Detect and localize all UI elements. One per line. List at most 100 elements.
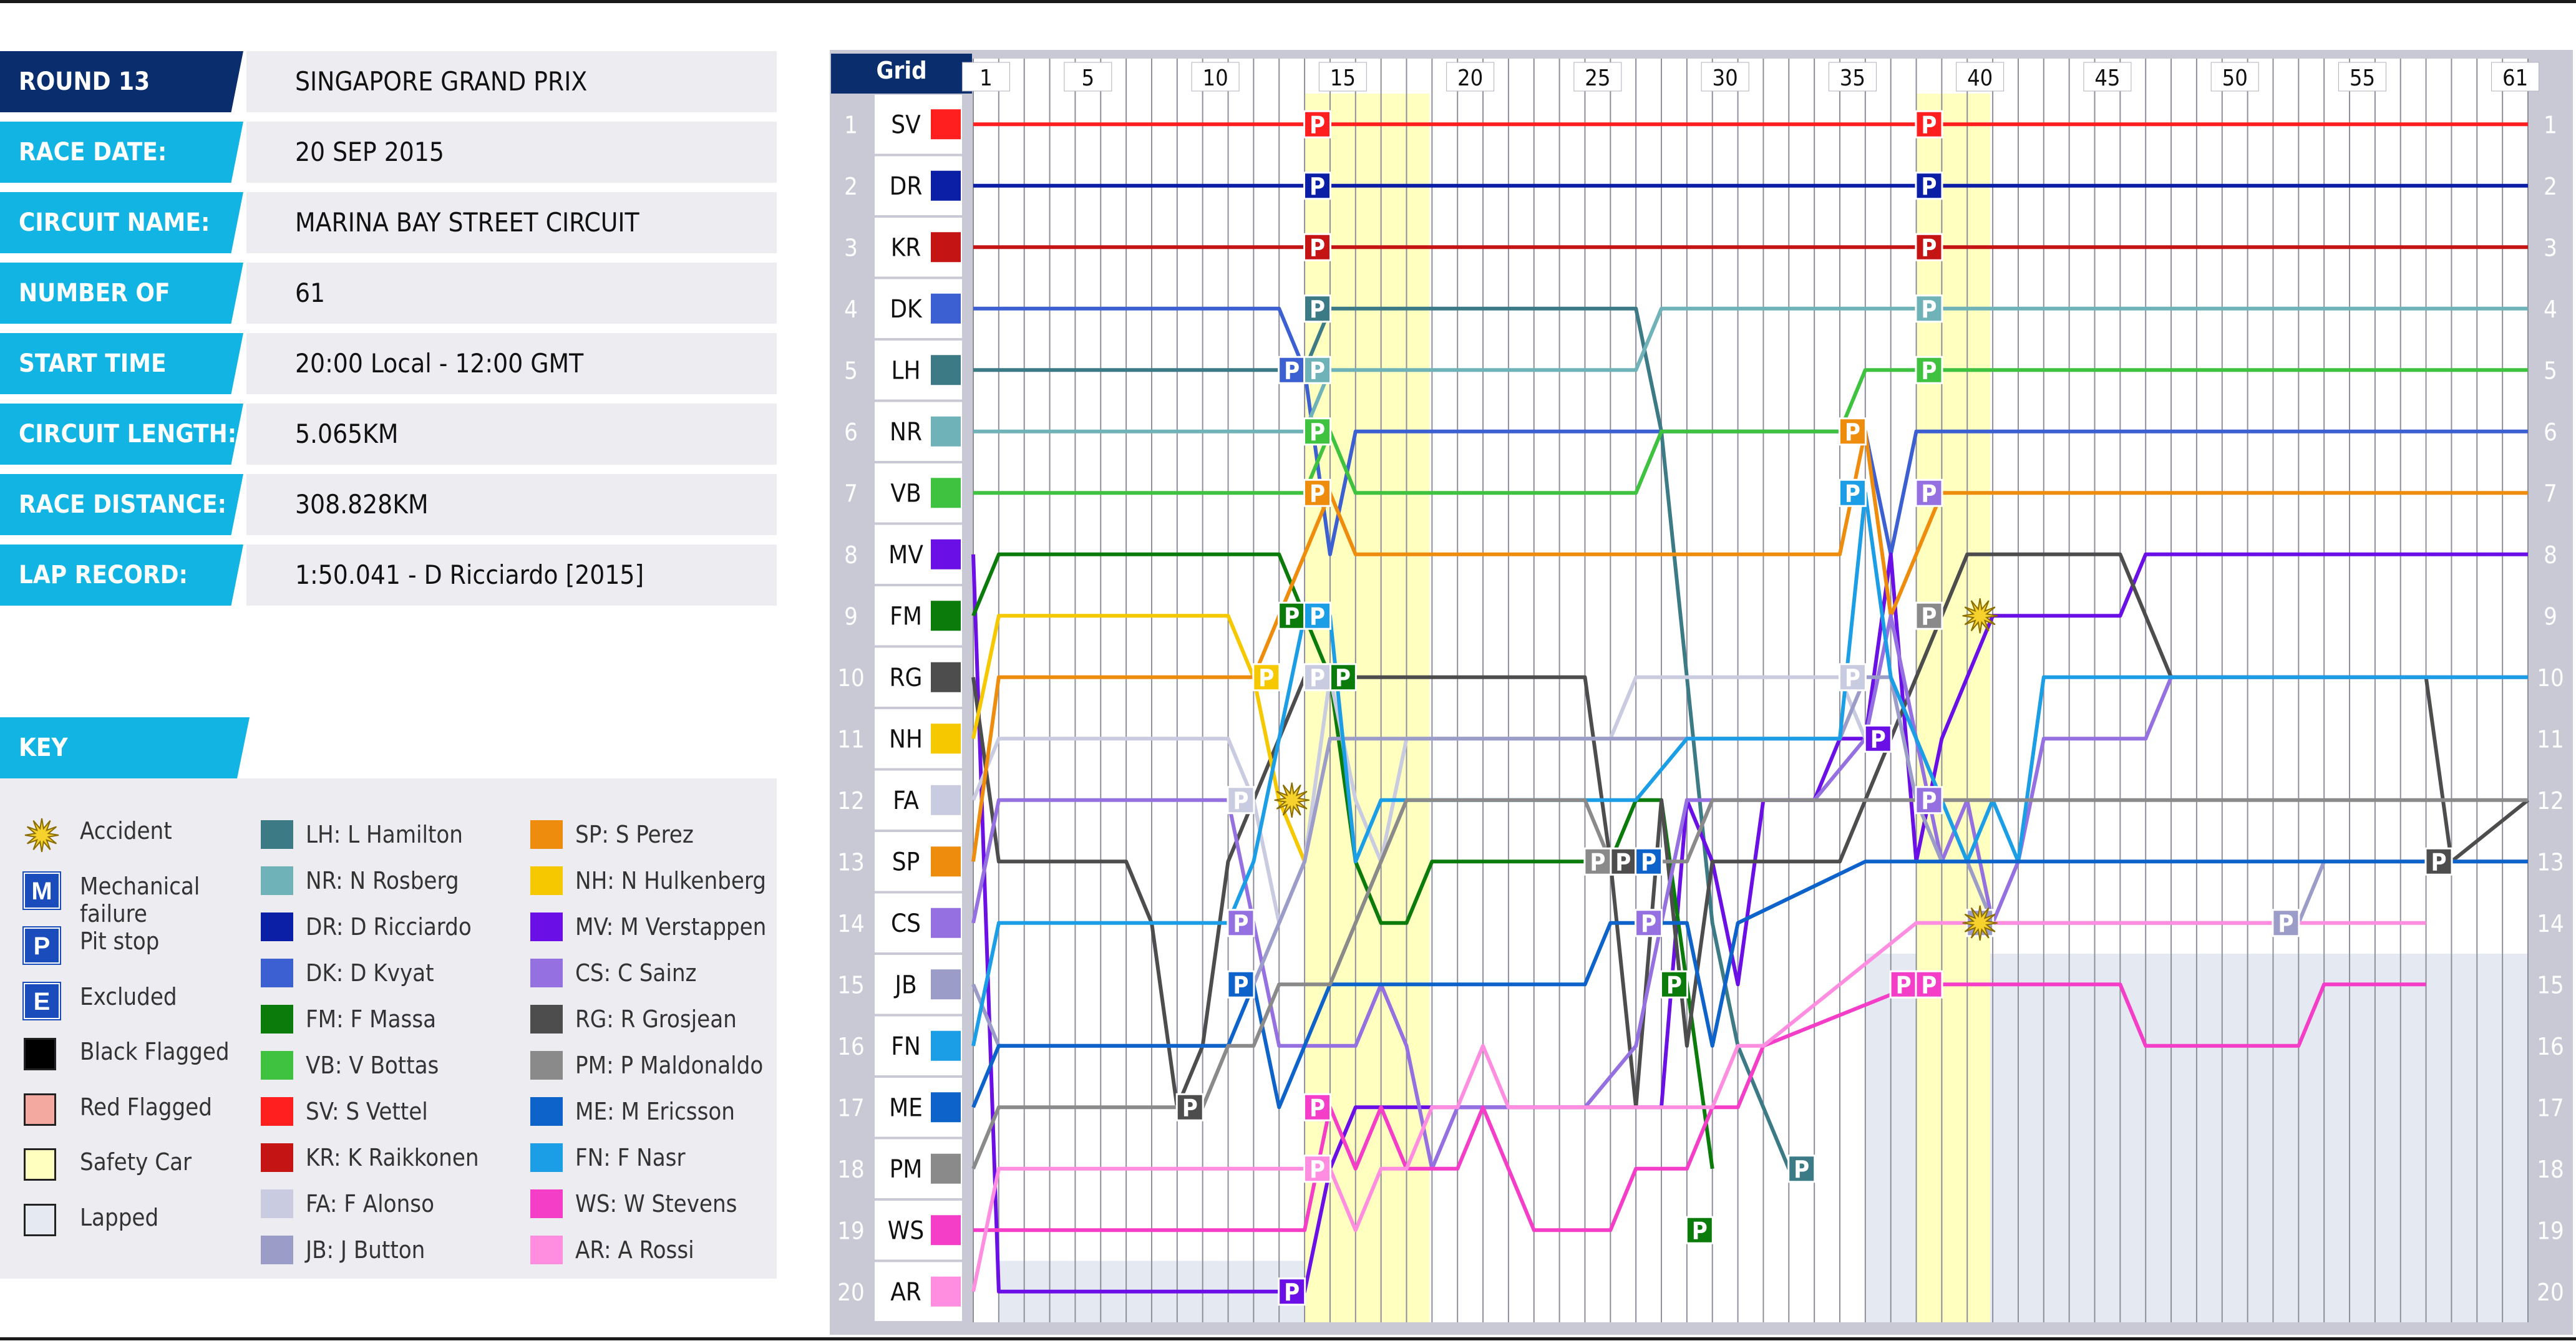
pit-stop-marker [1915,478,1943,507]
final-position-number: 12 [2537,787,2564,815]
grid-driver-code: JB [893,971,916,999]
pit-stop-letter: P [1921,234,1937,261]
safety-car-icon [24,1148,56,1181]
driver-color-swatch [530,1189,563,1218]
key-header: KEY [0,717,777,778]
info-row: 20:00 Local - 12:00 GMT START TIME [0,333,777,394]
pit-stop-letter: P [1284,603,1300,630]
key-item-label: Accident [80,817,172,845]
pit-stop-letter: P [1921,296,1937,323]
driver-color-swatch [530,913,563,941]
grid-driver-code: AR [890,1278,921,1307]
driver-name: RG: R Grosjean [575,1005,737,1033]
info-row: SINGAPORE GRAND PRIX ROUND 13 [0,51,777,112]
grid-header: Grid [876,57,926,84]
lap-tick-label: 25 [1585,65,1610,91]
final-position-number: 11 [2537,725,2564,753]
driver-name: FA: F Alonso [306,1190,434,1218]
info-row: 308.828KM RACE DISTANCE: [0,474,777,535]
pit-stop-marker [1278,356,1306,384]
grid-color-swatch [931,969,961,1000]
info-row: 20 SEP 2015 RACE DATE: [0,122,777,183]
final-position-number: 1 [2544,111,2557,138]
grid-color-swatch [931,478,961,508]
lap-tick-box [2083,62,2132,92]
pit-stop-letter: P [1310,296,1325,323]
pit-stop-letter: P [1335,664,1351,692]
grid-position-number: 18 [837,1156,865,1183]
pit-stop-letter: P [1641,848,1656,876]
driver-color-swatch [261,866,293,895]
lap-tick-box [2491,62,2540,92]
pit-stop-marker [1915,294,1943,323]
pit-stop-marker [1303,356,1332,384]
pit-stop-letter: P [1896,971,1912,999]
driver-name: AR: A Rossi [575,1236,694,1264]
series-line-me [971,859,2528,1110]
grid-driver-code: CS [891,909,921,938]
grid-color-swatch [931,1030,961,1061]
lap-tick-box [1828,62,1877,92]
driver-name: SP: S Perez [575,821,694,848]
pit-stop-letter: P [1310,234,1325,261]
pit-stop-letter: P [1233,910,1248,937]
grid-color-swatch [931,724,961,754]
final-position-number: 13 [2537,848,2564,876]
info-value: 308.828KM [246,474,777,535]
pit-stop-marker [1787,1155,1816,1183]
pit-stop-marker [1278,1277,1306,1306]
pit-stop-marker [1889,970,1918,999]
pit-stop-letter: P [1258,664,1274,692]
pit-stop-letter: P [1921,787,1937,815]
lap-tick-box [1318,62,1367,92]
driver-name: DK: D Kvyat [306,959,434,987]
grid-color-swatch [931,293,961,324]
lap-tick-label: 30 [1713,65,1738,91]
lapped-icon [24,1203,56,1236]
pit-stop-marker [1303,294,1332,323]
grid-driver-code: SP [892,848,920,876]
driver-name: VB: V Bottas [306,1052,439,1079]
series-line-ws [973,982,2426,1232]
driver-name: ME: M Ericsson [575,1098,735,1125]
grid-color-swatch [931,170,961,201]
pit-stop-letter: P [1921,357,1937,384]
lap-tick-label: 40 [1967,65,1993,91]
excluded-icon: E [22,981,61,1020]
grid-position-number: 4 [844,296,858,323]
grid-color-swatch [931,1215,961,1246]
pit-stop-marker [1328,663,1357,692]
final-position-number: 10 [2537,664,2564,692]
series-line-fn [971,491,2528,1047]
driver-color-swatch [530,1051,563,1080]
grid-driver-code: PM [890,1155,923,1184]
series-line-nh [971,614,1306,863]
key-item-label: Excluded [80,982,177,1010]
final-position-number: 5 [2544,357,2557,384]
lap-tick-label: 45 [2094,65,2120,91]
grid-position-number: 20 [837,1279,865,1306]
lap-tick-label: 61 [2502,65,2528,91]
pit-stop-letter: P [1921,971,1937,999]
driver-name: KR: K Raikkonen [306,1144,479,1171]
driver-name: DR: D Ricciardo [306,913,472,941]
key-item-label: Safety Car [80,1148,192,1176]
pit-stop-letter: P [1794,1156,1809,1183]
series-line-vb [973,368,2528,495]
grid-position-number: 19 [837,1217,865,1244]
lap-tick-label: 10 [1202,65,1228,91]
pit-stop-marker [1915,233,1943,261]
pit-stop-letter: P [1641,910,1656,937]
info-label: NUMBER OF LAPS: [0,263,243,324]
grid-position-number: 1 [844,111,858,138]
final-position-number: 4 [2544,296,2557,323]
pit-stop-marker [1915,172,1943,200]
grid-driver-code: FA [893,787,919,815]
pit-stop-letter: P [1666,971,1682,999]
lap-tick-box [1701,62,1749,92]
accident-icon [24,817,60,853]
info-value: 1:50.041 - D Ricciardo [2015] [246,545,777,606]
pit-stop-letter: P [1921,603,1937,630]
lap-tick-label: 35 [1840,65,1865,91]
